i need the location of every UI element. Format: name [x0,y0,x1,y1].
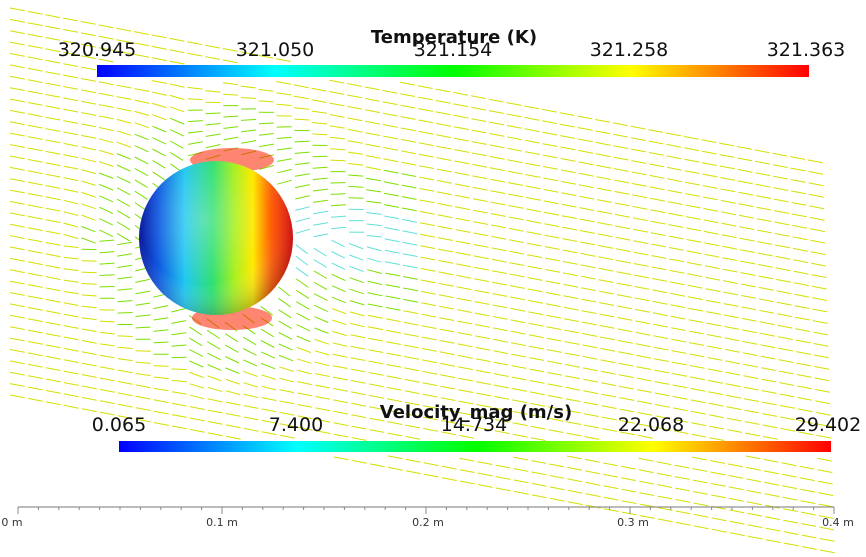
vector-arrows-wake [295,206,418,277]
ruler-label-1: 0.1 m [206,516,238,529]
vector-arrows-near-sphere [81,105,419,374]
temperature-legend-title: Temperature (K) [371,27,537,48]
temperature-tick-1: 321.050 [236,39,315,61]
vector-arrows-main [9,7,835,554]
ruler-label-0: 0 m [1,516,22,529]
temperature-colorbar [97,65,809,77]
temperature-legend: Temperature (K) 320.945 321.050 321.154 … [58,27,846,77]
temperature-tick-3: 321.258 [590,39,669,61]
temperature-tick-2: 321.154 [414,39,493,61]
velocity-legend-title: Velocity_mag (m/s) [380,402,572,423]
velocity-tick-2: 14.734 [441,414,507,436]
velocity-colorbar [119,441,831,452]
length-ruler: 0 m 0.1 m 0.2 m 0.3 m 0.4 m [1,506,854,529]
velocity-tick-0: 0.065 [92,414,146,436]
ruler-label-2: 0.2 m [412,516,444,529]
velocity-tick-3: 22.068 [618,414,684,436]
temperature-tick-0: 320.945 [58,39,137,61]
ruler-label-4: 0.4 m [822,516,854,529]
sphere-object [139,161,293,315]
velocity-vector-field [9,7,835,554]
temperature-tick-4: 321.363 [767,39,846,61]
velocity-legend: Velocity_mag (m/s) 0.065 7.400 14.734 22… [92,402,861,452]
velocity-tick-1: 7.400 [269,414,323,436]
velocity-tick-4: 29.402 [795,414,861,436]
ruler-label-3: 0.3 m [617,516,649,529]
